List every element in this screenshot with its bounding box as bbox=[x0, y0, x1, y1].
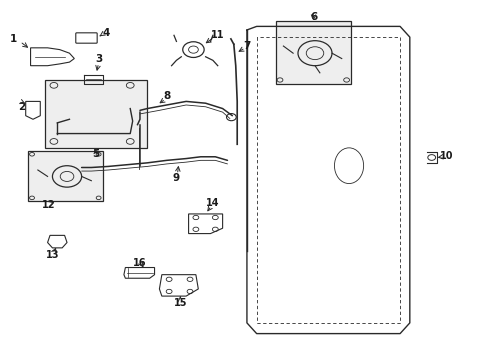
FancyBboxPatch shape bbox=[45, 80, 147, 148]
Text: 10: 10 bbox=[439, 151, 452, 161]
Text: 12: 12 bbox=[42, 200, 56, 210]
Text: 16: 16 bbox=[133, 258, 146, 268]
Text: 6: 6 bbox=[309, 13, 317, 22]
FancyBboxPatch shape bbox=[28, 152, 103, 202]
Text: 2: 2 bbox=[18, 102, 25, 112]
Text: 13: 13 bbox=[45, 250, 59, 260]
Text: 8: 8 bbox=[163, 91, 170, 101]
Text: 14: 14 bbox=[206, 198, 219, 208]
FancyBboxPatch shape bbox=[79, 165, 94, 173]
Text: 5: 5 bbox=[92, 149, 100, 159]
Text: 4: 4 bbox=[102, 28, 109, 38]
Text: 15: 15 bbox=[173, 298, 187, 308]
FancyBboxPatch shape bbox=[276, 21, 351, 84]
Text: 11: 11 bbox=[211, 30, 224, 40]
Text: 1: 1 bbox=[10, 34, 17, 44]
Text: 3: 3 bbox=[95, 54, 102, 64]
Text: 7: 7 bbox=[243, 41, 250, 51]
Text: 9: 9 bbox=[173, 173, 180, 183]
